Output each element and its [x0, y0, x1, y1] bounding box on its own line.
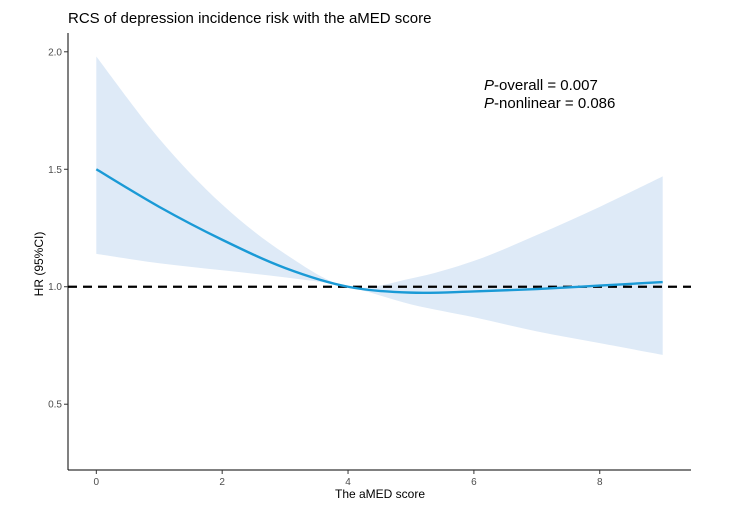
- x-tick-label: 6: [471, 477, 477, 488]
- x-axis-title: The aMED score: [335, 487, 425, 501]
- y-ticks: 0.5 1.0 1.5 2.0: [48, 47, 68, 411]
- x-tick-label: 4: [345, 477, 351, 488]
- x-ticks: 0 2 4 6 8: [94, 470, 603, 488]
- p-nonlinear-annotation: P-nonlinear = 0.086: [484, 95, 615, 112]
- y-tick-label: 1.5: [48, 165, 62, 176]
- x-tick-label: 0: [94, 477, 100, 488]
- p-overall-annotation: P-overall = 0.007: [484, 77, 598, 94]
- y-axis-title: HR (95%CI): [32, 232, 46, 297]
- chart-title: RCS of depression incidence risk with th…: [68, 10, 432, 27]
- y-tick-label: 2.0: [48, 47, 62, 58]
- plot-area: [68, 56, 691, 355]
- x-tick-label: 2: [219, 477, 225, 488]
- x-tick-label: 8: [597, 477, 603, 488]
- y-tick-label: 1.0: [48, 282, 62, 293]
- confidence-band: [96, 56, 663, 355]
- hr-curve: [95, 168, 663, 295]
- y-tick-label: 0.5: [48, 400, 62, 411]
